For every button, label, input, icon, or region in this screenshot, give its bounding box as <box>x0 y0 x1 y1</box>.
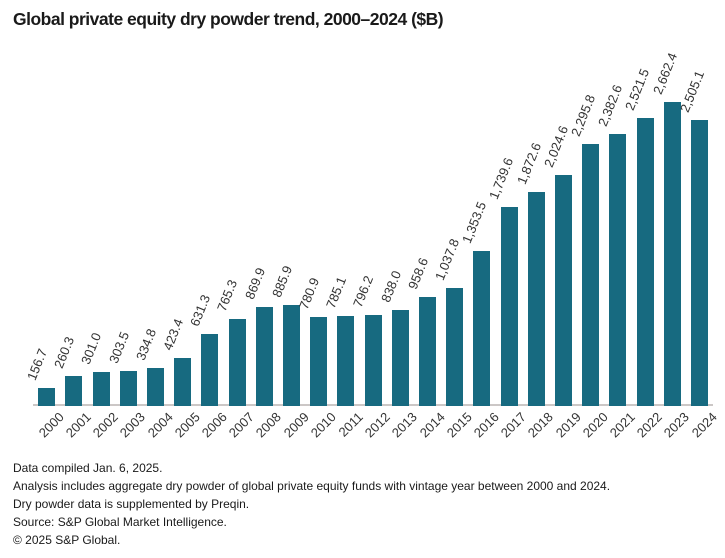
x-axis-tick-label: 2016 <box>470 409 502 441</box>
x-axis-tick-label: 2009 <box>280 409 312 441</box>
x-axis-tick-label: 2007 <box>225 409 257 441</box>
bar-2008 <box>255 306 273 406</box>
footnote-preqin: Dry powder data is supplemented by Preqi… <box>13 497 250 511</box>
x-axis-tick-label: 2008 <box>253 409 285 441</box>
bar-2012 <box>364 315 382 406</box>
x-axis-tick-label: 2022 <box>633 409 665 441</box>
bar-column-2014: 958.6 2014 <box>405 40 447 440</box>
bar-2021 <box>609 133 627 406</box>
bar-column-2023: 2,662.4 2023 <box>650 40 692 441</box>
bar-2014 <box>418 296 436 406</box>
bar-column-2012: 796.2 2012 <box>350 40 392 441</box>
footnote-compiled-date: Data compiled Jan. 6, 2025. <box>13 461 163 475</box>
bar-2020 <box>582 143 600 406</box>
bar-2016 <box>473 251 491 406</box>
bar-column-2021: 2,382.6 2021 <box>595 40 637 440</box>
x-axis-tick-label: 2019 <box>552 409 584 441</box>
x-axis-tick-label: 2024 <box>688 409 720 441</box>
bar-2017 <box>500 207 518 406</box>
bar-column-2009: 885.9 2009 <box>269 40 311 440</box>
bar-2004 <box>146 367 164 406</box>
x-axis-tick-label: 2014 <box>416 409 448 441</box>
bar-column-2024: 2,505.1 2024 <box>677 40 719 441</box>
x-axis-tick-label: 2005 <box>171 409 203 441</box>
bar-2011 <box>337 316 355 406</box>
bar-column-2013: 838.0 2013 <box>378 40 420 440</box>
bar-2013 <box>391 310 409 406</box>
bar-2010 <box>310 316 328 406</box>
bar-column-2008: 869.9 2008 <box>242 40 284 440</box>
bar-column-2005: 423.4 2005 <box>160 40 202 440</box>
bar-column-2016: 1,353.5 2016 <box>459 40 501 440</box>
bar-2019 <box>554 174 572 406</box>
x-axis-tick-label: 2017 <box>497 409 529 441</box>
bar-column-2000: 156.7 2000 <box>24 40 66 441</box>
x-axis-tick-label: 2013 <box>389 409 421 441</box>
x-axis-tick-label: 2000 <box>35 409 67 441</box>
bar-column-2015: 1,037.8 2015 <box>432 40 474 440</box>
bar-column-2011: 785.1 2011 <box>323 40 365 440</box>
bar-2003 <box>119 371 137 406</box>
x-axis-tick-label: 2015 <box>443 409 475 441</box>
bar-2024 <box>690 119 708 406</box>
footnotes: Data compiled Jan. 6, 2025. Analysis inc… <box>13 459 610 549</box>
bar-column-2020: 2,295.8 2020 <box>568 40 610 440</box>
footnote-copyright: © 2025 S&P Global. <box>13 533 121 547</box>
x-axis-tick-label: 2012 <box>361 409 393 441</box>
x-axis-tick-label: 2002 <box>89 409 121 441</box>
x-axis-tick-label: 2021 <box>606 409 638 441</box>
x-axis-tick-label: 2023 <box>661 409 693 441</box>
bar-chart-plot: 156.7 2000 260.3 2001 301.0 2002 303.5 2003 334.… <box>24 40 719 441</box>
bar-2023 <box>663 102 681 406</box>
bar-2009 <box>282 304 300 406</box>
x-axis-tick-label: 2006 <box>198 409 230 441</box>
bar-column-2017: 1,739.6 2017 <box>486 40 528 440</box>
bar-column-2007: 765.3 2007 <box>214 40 256 440</box>
x-axis-tick-label: 2010 <box>307 409 339 441</box>
bar-column-2022: 2,521.5 2022 <box>622 40 664 441</box>
bar-2005 <box>174 357 192 406</box>
footnote-source: Source: S&P Global Market Intelligence. <box>13 515 227 529</box>
x-axis-tick-label: 2004 <box>144 409 176 441</box>
bar-2007 <box>228 318 246 406</box>
x-axis-tick-label: 2020 <box>579 409 611 441</box>
bar-column-2019: 2,024.6 2019 <box>541 40 583 440</box>
bar-2006 <box>201 333 219 406</box>
x-axis-tick-label: 2018 <box>525 409 557 441</box>
bar-2018 <box>527 192 545 406</box>
bar-column-2006: 631.3 2006 <box>187 40 229 441</box>
footnote-analysis: Analysis includes aggregate dry powder o… <box>13 479 611 493</box>
x-axis-tick-label: 2011 <box>335 409 366 440</box>
chart-title: Global private equity dry powder trend, … <box>13 9 444 29</box>
bar-2002 <box>92 371 110 406</box>
bar-2000 <box>38 388 56 406</box>
bar-2001 <box>65 376 83 406</box>
bar-column-2001: 260.3 2001 <box>51 40 93 440</box>
bar-column-2002: 301.0 2002 <box>78 40 120 440</box>
bar-2022 <box>636 118 654 406</box>
bar-column-2010: 780.9 2010 <box>296 40 338 440</box>
bar-2015 <box>446 287 464 406</box>
bar-column-2003: 303.5 2003 <box>106 40 148 440</box>
x-axis-tick-label: 2003 <box>117 409 149 441</box>
bar-value-label: 156.7 <box>24 346 51 383</box>
bar-column-2018: 1,872.6 2018 <box>514 40 556 441</box>
x-axis-tick-label: 2001 <box>62 409 94 441</box>
bar-column-2004: 334.8 2004 <box>133 40 175 440</box>
